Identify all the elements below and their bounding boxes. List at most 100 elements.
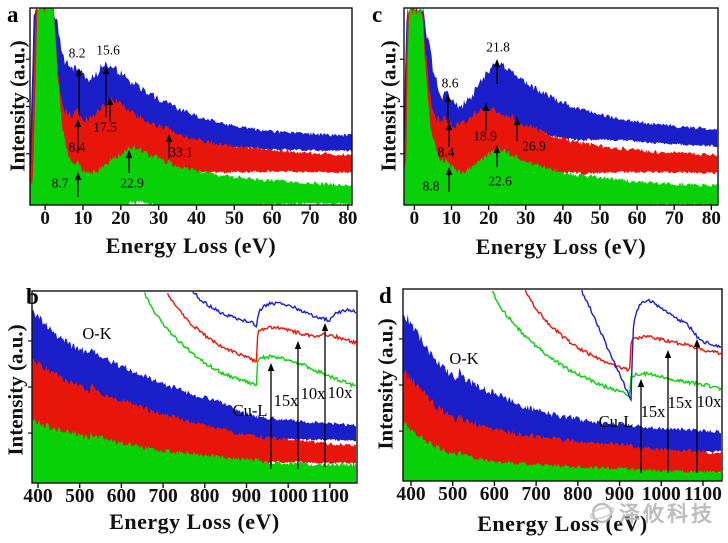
blue-magnified-trace [581,289,722,403]
peak-energy-label: 21.8 [486,40,510,55]
y-axis-title-a: Intensity (a.u.) [5,40,30,172]
annotation-arrowhead [75,68,83,76]
x-tick-label: 40 [553,208,572,229]
annotation-arrowhead [74,119,82,127]
x-tick-label: 1000 [642,484,681,505]
magnification-label: 15x [274,391,300,410]
x-axis-title-b: Energy Loss (eV) [109,509,280,534]
x-tick-label: 700 [522,484,551,505]
edge-label: O-K [82,324,111,343]
x-tick-label: 1100 [311,486,349,507]
x-tick-label: 600 [107,486,136,507]
edge-label: O-K [449,349,478,368]
annotation-arrowhead [445,122,453,130]
red-spectrum-band [404,8,718,205]
annotation-arrowhead [444,94,452,102]
peak-energy-label: 22.6 [488,174,512,189]
blue-spectrum-band [404,8,718,205]
x-tick-label: 40 [187,208,206,229]
x-tick-label: 50 [225,208,244,229]
x-tick-label: 30 [149,208,168,229]
panel-letter-d: d [379,283,392,308]
x-tick-label: 400 [23,486,52,507]
x-tick-label: 50 [590,208,609,229]
annotation-arrowhead [482,103,490,111]
x-tick-label: 1100 [684,484,722,505]
peak-energy-label: 8.7 [52,176,69,191]
annotation-arrowhead [74,172,82,180]
peak-energy-label: 8.2 [69,46,86,61]
blue-spectrum-band [403,314,721,462]
x-tick-label: 700 [148,486,177,507]
x-tick-label: 70 [301,208,320,229]
annotation-arrowhead [294,341,302,349]
annotation-arrowhead [664,350,672,358]
x-tick-label: 800 [563,484,592,505]
annotation-arrowhead [102,66,110,74]
x-tick-label: 900 [232,486,261,507]
x-tick-label: 10 [73,208,92,229]
x-axis-title-d: Energy Loss (eV) [477,511,648,536]
x-tick-label: 60 [628,208,647,229]
peak-energy-label: 15.6 [96,43,120,58]
x-tick-label: 80 [702,208,721,229]
blue-magnified-trace [192,291,357,328]
annotation-arrowhead [267,363,275,371]
x-tick-label: 70 [665,208,684,229]
green-magnified-trace [144,292,356,389]
green-spectrum-band [32,416,356,483]
panel-letter-c: c [372,2,383,27]
x-tick-label: 80 [338,208,357,229]
watermark: 泽攸科技 [589,498,715,528]
red-magnified-trace [524,289,722,373]
y-axis-title-c: Intensity (a.u.) [376,40,401,172]
red-spectrum-band [30,8,352,205]
annotation-arrowhead [125,150,133,158]
y-axis-title-d: Intensity (a.u.) [373,318,398,450]
peak-energy-label: 8.4 [69,140,86,155]
annotation-arrowhead [445,167,453,175]
magnification-label: 10x [301,384,327,403]
x-tick-label: 20 [479,208,498,229]
x-tick-label: 500 [438,484,467,505]
annotation-arrowhead [493,59,501,67]
magnification-label: 10x [697,392,723,411]
x-tick-label: 0 [410,208,420,229]
peak-energy-label: 8.8 [423,179,440,194]
panel-letter-b: b [26,284,39,309]
ring-swirl-logo-icon [589,502,615,524]
y-axis-title-b: Intensity (a.u.) [3,324,28,456]
green-spectrum-band [404,8,718,205]
x-tick-label: 0 [40,208,50,229]
x-tick-label: 1000 [269,486,308,507]
edge-label: Cu-L [599,412,634,431]
peak-energy-label: 17.5 [93,120,117,135]
peak-energy-label: 26.9 [522,139,546,154]
annotation-arrowhead [493,145,501,153]
x-tick-label: 20 [111,208,130,229]
x-tick-label: 60 [263,208,282,229]
annotation-arrowhead [637,379,645,387]
annotation-arrowhead [321,323,329,331]
peak-energy-label: 18.9 [473,129,497,144]
panel-c-plot: 0 10 20 30 40 50 60 70 80 8.6 21.8 8.4 18.9 26.9 8.8 22… [400,7,721,229]
x-tick-label: 900 [605,484,634,505]
panel-a-plot: 0 10 20 30 40 50 60 70 80 8.2 15.6 8.4 17.5 33.1 8.7 22… [26,7,357,229]
panel-letter-a: a [7,2,19,27]
green-magnified-trace [491,291,722,398]
peak-energy-label: 33.1 [169,145,193,160]
watermark-text: 泽攸科技 [619,503,715,526]
x-axis-title-a: Energy Loss (eV) [105,233,277,258]
annotation-arrowhead [513,117,521,125]
annotation-arrowhead [165,134,173,142]
blue-spectrum-band [30,8,352,205]
magnification-label: 15x [641,402,667,421]
annotation-arrowhead [693,339,701,347]
red-magnified-trace [166,293,357,364]
x-tick-label: 600 [480,484,509,505]
magnification-label: 15x [668,393,694,412]
x-tick-label: 800 [190,486,219,507]
